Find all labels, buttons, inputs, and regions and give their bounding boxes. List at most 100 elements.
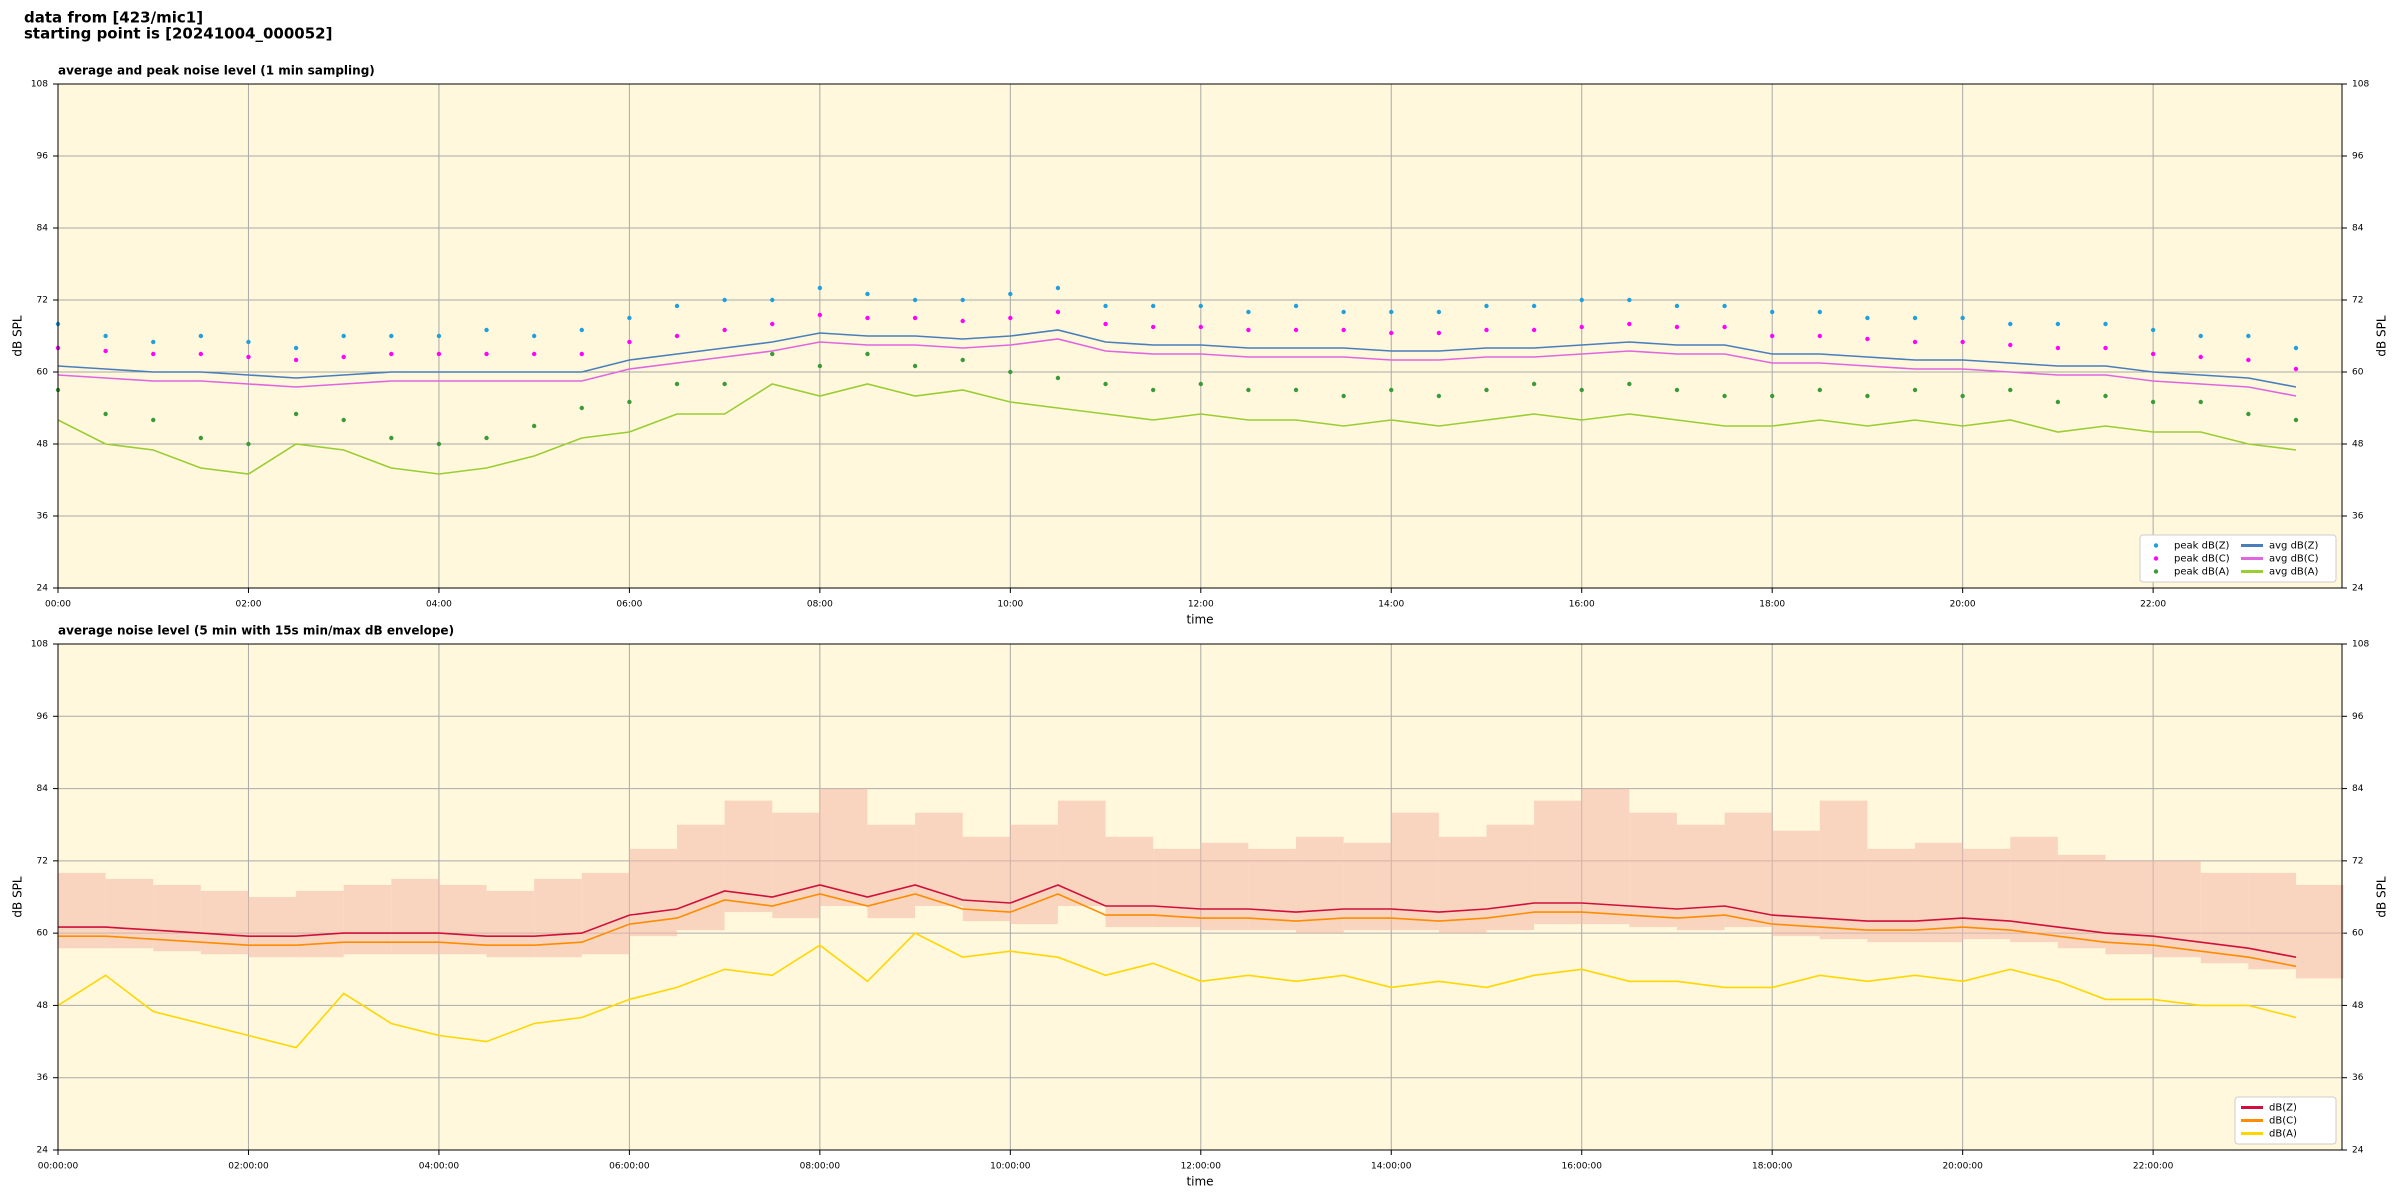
x-tick-label: 12:00 [1188,600,1214,610]
peak-point [484,327,489,333]
peak-point [722,327,727,333]
peak-point [817,363,823,369]
envelope-band [2105,860,2154,955]
peak-point [1436,309,1442,315]
peak-point [674,303,680,309]
x-tick-label: 22:00 [2140,600,2166,610]
peak-point [1817,309,1823,315]
peak-point [674,333,680,339]
envelope-band [2153,860,2201,958]
legend-label: avg dB(C) [2269,554,2319,565]
peak-point [1722,324,1727,330]
x-tick-label: 20:00:00 [1942,1162,1983,1172]
x-tick-label: 08:00:00 [800,1162,841,1172]
peak-point [1865,336,1870,342]
peak-point [1484,327,1489,333]
peak-point [1627,321,1632,327]
peak-point [1674,324,1680,330]
peak-point [2055,321,2061,327]
peak-point [1484,303,1489,309]
envelope-band [1248,848,1296,931]
envelope-band [581,872,630,955]
y-tick-label: 84 [37,784,49,794]
series-line [57,932,2297,1049]
plot-frame [57,643,2343,1151]
y-tick-label: 60 [37,368,49,378]
x-tick-label: 06:00 [616,600,642,610]
y-tick-label: 108 [2352,640,2369,650]
peak-point [627,399,632,405]
envelope-band [1105,836,1154,928]
x-tick-label: 16:00 [1569,600,1595,610]
peak-point [1674,387,1680,393]
peak-point [722,381,727,387]
envelope-band [915,812,963,907]
legend-marker [2153,556,2159,561]
y-tick-label: 84 [37,224,49,234]
peak-point [484,351,489,357]
series-line [57,383,2297,475]
y-tick-label: 36 [2352,512,2364,522]
legend-marker [2153,569,2159,574]
peak-point [1579,297,1584,303]
peak-point [1531,303,1537,309]
envelope-band [2057,854,2106,949]
peak-point [341,333,346,339]
peak-point [1008,291,1013,297]
peak-point [1008,369,1013,375]
envelope-band [867,824,916,919]
peak-point [198,351,204,357]
peak-point [1436,393,1442,399]
x-tick-label: 02:00 [235,600,261,610]
peak-point [1341,327,1346,333]
peak-point [531,351,537,357]
series-line [58,893,2297,968]
peak-point [531,423,537,429]
legend-box [2139,534,2337,583]
x-tick-label: 10:00:00 [990,1162,1031,1172]
peak-point [817,285,823,291]
y-axis-label: dB SPL [11,876,25,918]
peak-point [770,321,775,327]
y-tick-label: 48 [2352,440,2364,450]
x-tick-label: 18:00 [1759,600,1785,610]
peak-point [1198,303,1203,309]
peak-point [1865,315,1870,321]
peak-point [1150,387,1156,393]
peak-point [1579,387,1584,393]
envelope-band [1200,842,1249,931]
envelope-band [1534,800,1582,925]
peak-point [2008,342,2013,348]
peak-point [579,405,584,411]
envelope-band [1819,800,1868,940]
chart-title: average noise level (5 min with 15s min/… [58,624,454,638]
x-tick-label: 20:00 [1950,600,1976,610]
peak-point [912,297,918,303]
peak-point [1055,285,1061,291]
x-tick-label: 16:00:00 [1562,1162,1603,1172]
peak-point [436,351,442,357]
header-line: data from [423/mic1] [24,9,203,27]
peak-point [436,333,442,339]
peak-point [1293,303,1299,309]
legend-label: avg dB(Z) [2269,541,2319,552]
peak-point [2198,399,2203,405]
peak-point [1960,339,1965,345]
y-tick-label: 108 [31,640,48,650]
envelope-band [2295,884,2344,979]
peak-point [1341,309,1346,315]
peak-point [579,327,584,333]
peak-point [2150,399,2156,405]
peak-point [103,333,108,339]
peak-point [1769,333,1775,339]
peak-point [341,417,346,423]
y-tick-label: 48 [37,440,49,450]
plot-area [58,84,2342,588]
y-axis-label: dB SPL [2375,315,2389,357]
peak-point [293,357,299,363]
peak-point [198,435,204,441]
peak-point [674,381,680,387]
peak-point [1769,393,1775,399]
peak-point [1484,387,1489,393]
envelope-band [296,890,344,958]
